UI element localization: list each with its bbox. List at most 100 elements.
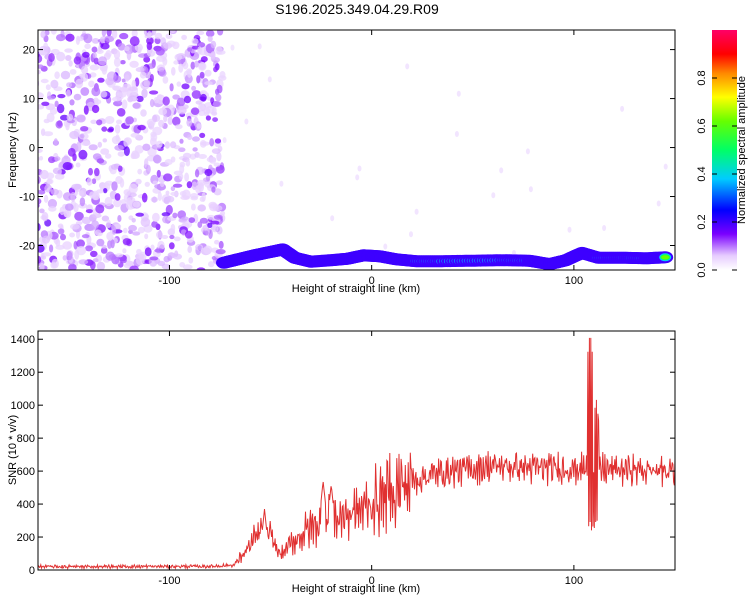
noise-blob <box>199 196 205 202</box>
noise-blob <box>161 212 171 217</box>
noise-blob <box>137 226 145 234</box>
noise-blob <box>38 54 43 64</box>
noise-blob <box>89 260 96 270</box>
noise-blob <box>149 90 159 95</box>
noise-blob <box>46 178 54 185</box>
noise-blob <box>188 257 194 264</box>
noise-blob <box>183 95 192 104</box>
noise-blob <box>75 162 81 168</box>
noise-blob <box>96 119 103 126</box>
noise-blob <box>79 197 86 207</box>
noise-blob <box>208 261 215 268</box>
noise-blob <box>196 75 201 84</box>
noise-blob <box>178 63 184 73</box>
noise-blob <box>80 87 90 96</box>
noise-blob <box>88 80 95 88</box>
noise-blob <box>150 133 158 142</box>
noise-blob <box>76 141 82 152</box>
noise-blob <box>64 203 74 211</box>
noise-blob <box>175 124 183 130</box>
noise-blob <box>129 265 139 270</box>
noise-blob <box>169 141 177 149</box>
noise-blob <box>567 226 572 233</box>
noise-blob <box>96 49 104 54</box>
y-tick-label: 800 <box>17 433 35 445</box>
noise-blob <box>117 151 125 157</box>
snr-series-line <box>38 337 675 570</box>
y-tick-label: 0 <box>29 143 35 155</box>
noise-blob <box>39 156 44 161</box>
noise-blob <box>128 224 138 232</box>
noise-blob <box>215 88 220 96</box>
noise-blob <box>205 115 211 121</box>
noise-blob <box>154 184 163 189</box>
noise-blob <box>162 57 168 66</box>
noise-blob <box>196 30 205 36</box>
noise-blob <box>73 56 82 65</box>
noise-blob <box>129 60 139 68</box>
noise-blob <box>116 92 124 98</box>
noise-blob <box>204 168 213 177</box>
noise-blob <box>40 30 46 38</box>
noise-blob <box>163 115 168 123</box>
noise-blob <box>222 137 227 144</box>
noise-blob <box>38 184 39 188</box>
noise-blob <box>117 165 123 172</box>
noise-blob <box>357 165 362 172</box>
noise-blob <box>41 101 50 107</box>
noise-blob <box>194 169 200 178</box>
noise-blob <box>132 151 140 159</box>
noise-blob <box>188 217 196 224</box>
noise-blob <box>101 126 108 132</box>
noise-blob <box>191 203 196 211</box>
spectrogram-x-axis-title: Height of straight line (km) <box>292 283 420 295</box>
noise-blob <box>150 244 155 251</box>
noise-blob <box>409 231 413 238</box>
noise-blob <box>51 258 59 269</box>
colorbar-tick-label: 0.8 <box>696 70 708 85</box>
noise-blob <box>213 66 218 73</box>
noise-blob <box>156 169 161 178</box>
noise-blob <box>214 239 220 245</box>
noise-blob <box>69 99 75 106</box>
noise-blob <box>60 233 66 241</box>
noise-blob <box>220 210 226 216</box>
noise-blob <box>131 30 138 38</box>
noise-blob <box>200 90 207 96</box>
noise-blob <box>168 242 175 250</box>
noise-blob <box>105 77 114 86</box>
noise-blob <box>132 201 141 208</box>
noise-blob <box>113 85 120 91</box>
noise-blob <box>57 167 62 176</box>
noise-blob <box>199 71 205 79</box>
noise-blob <box>115 253 124 258</box>
noise-blob <box>172 116 181 126</box>
noise-blob <box>119 257 127 264</box>
noise-blob <box>98 56 107 66</box>
noise-blob <box>80 141 91 146</box>
x-tick-label: -100 <box>158 575 180 587</box>
noise-blob <box>141 192 148 203</box>
noise-blob <box>157 191 162 201</box>
y-tick-label: 1400 <box>11 334 35 346</box>
y-tick-label: 400 <box>17 499 35 511</box>
noise-blob <box>91 38 100 44</box>
noise-blob <box>205 174 211 182</box>
noise-blob <box>81 216 92 225</box>
noise-blob <box>620 105 625 112</box>
noise-blob <box>154 32 163 40</box>
noise-blob <box>38 92 44 100</box>
noise-blob <box>55 244 65 250</box>
y-tick-label: 200 <box>17 532 35 544</box>
noise-blob <box>45 84 51 91</box>
noise-blob <box>199 217 208 224</box>
colorbar-tick-label: 0.0 <box>696 262 708 277</box>
noise-blob <box>42 235 50 244</box>
snr-x-axis-title: Height of straight line (km) <box>292 583 420 595</box>
noise-blob <box>158 69 167 77</box>
noise-blob <box>105 153 112 159</box>
noise-blob <box>163 42 173 49</box>
noise-blob <box>149 256 159 261</box>
noise-blob <box>164 159 173 166</box>
noise-blob <box>102 138 108 143</box>
